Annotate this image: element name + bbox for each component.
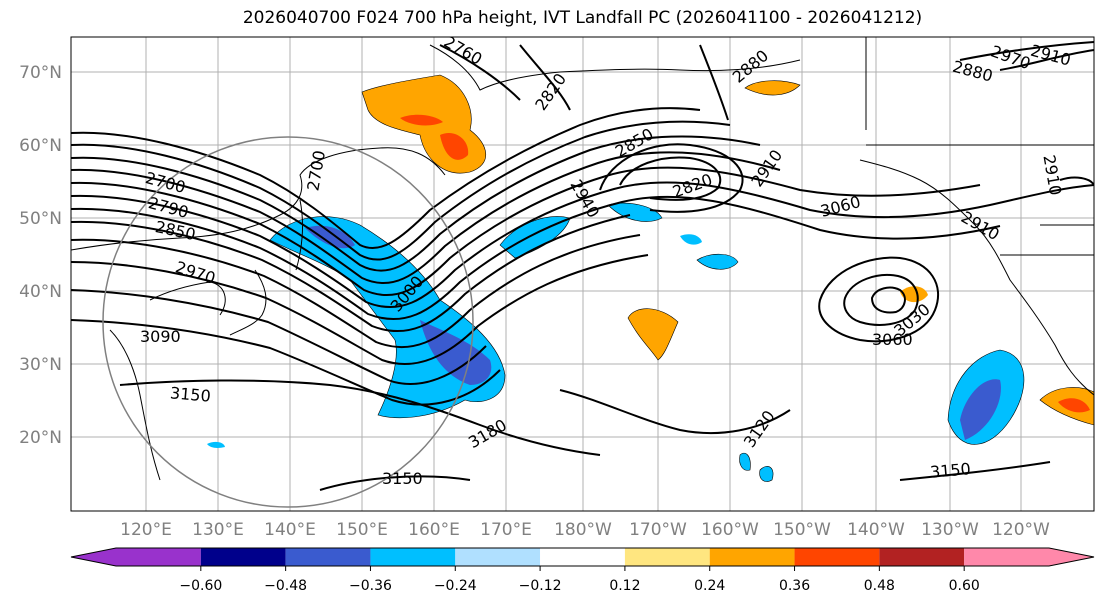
lat-label: 50°N [19,209,62,229]
ivt-shading [207,74,1094,482]
lon-label: 140°E [264,520,316,540]
colorbar-cell [540,548,625,566]
colorbar-tick-label: −0.36 [349,578,392,594]
colorbar-tick-label: −0.60 [179,578,222,594]
contour-label: 3090 [140,327,181,346]
colorbar-tick-label: 0.24 [694,578,725,594]
lon-label: 130°E [192,520,244,540]
contour-label: 3150 [169,383,211,405]
map-frame [70,36,1095,512]
lat-label: 20°N [19,428,62,448]
lon-label: 120°E [120,520,172,540]
colorbar-cell [71,548,201,566]
lon-label: 170°E [480,520,532,540]
longitude-labels: 120°E 130°E 140°E 150°E 160°E 170°E 180°… [120,520,1050,540]
ivt-negative-region [696,253,739,270]
colorbar-outline [70,547,1095,567]
colorbar-ticks: −0.60 −0.48 −0.36 −0.24 −0.12 0.12 0.24 0.36 0.4… [179,566,980,594]
colorbar-tick-label: −0.24 [434,578,477,594]
lat-label: 60°N [19,136,62,156]
ivt-positive-region [627,308,679,361]
lon-label: 160°E [408,520,460,540]
contour-label: 3150 [929,459,971,481]
height-contour-lows [439,44,729,121]
colorbar-cell [964,548,1094,566]
lon-label: 150°E [336,520,388,540]
ivt-negative-region [759,466,774,482]
ivt-negative-region [739,452,751,471]
lon-label: 120°W [992,520,1050,540]
lon-label: 130°W [921,520,979,540]
height-contours [71,41,1094,491]
lon-label: 170°W [629,520,687,540]
colorbar-cell [879,548,965,566]
colorbar-cell [624,548,710,566]
colorbar-cell [285,548,371,566]
lon-label: 150°W [773,520,831,540]
colorbar-tick-label: 0.48 [864,578,895,594]
landfall-radius-circle [102,136,474,508]
colorbar-tick-label: 0.60 [949,578,980,594]
lat-label: 70°N [19,63,62,83]
lat-label: 40°N [19,282,62,302]
colorbar-cell [370,548,456,566]
colorbar-tick-label: −0.48 [264,578,307,594]
lon-label: 160°W [701,520,759,540]
colorbar-cells [70,547,1095,567]
lon-label: 140°W [847,520,905,540]
contour-label: 3060 [872,330,913,349]
colorbar-cell [455,548,541,566]
colorbar-tick-label: 0.36 [779,578,810,594]
ivt-strong-positive [400,114,443,126]
colorbar-cell [794,548,880,566]
ivt-strong-negative [960,379,1001,440]
latitude-labels: 70°N 60°N 50°N 40°N 30°N 20°N [19,63,62,448]
map-title: 2026040700 F024 700 hPa height, IVT Land… [242,8,923,28]
colorbar-cell [709,548,795,566]
lon-label: 180°W [554,520,612,540]
ivt-positive-region [744,80,801,96]
colorbar: −0.60 −0.48 −0.36 −0.24 −0.12 0.12 0.24 0.36 0.4… [70,547,1095,594]
colorbar-tick-label: −0.12 [519,578,562,594]
contour-label: 3150 [382,469,423,488]
lat-label: 30°N [19,355,62,375]
ivt-strong-positive [440,132,469,160]
ivt-positive-region [900,286,928,303]
ivt-strong-positive [1058,398,1090,413]
colorbar-tick-label: 0.12 [609,578,640,594]
colorbar-cell [200,548,286,566]
ivt-negative-region [680,234,702,245]
ivt-negative-region [207,441,225,448]
